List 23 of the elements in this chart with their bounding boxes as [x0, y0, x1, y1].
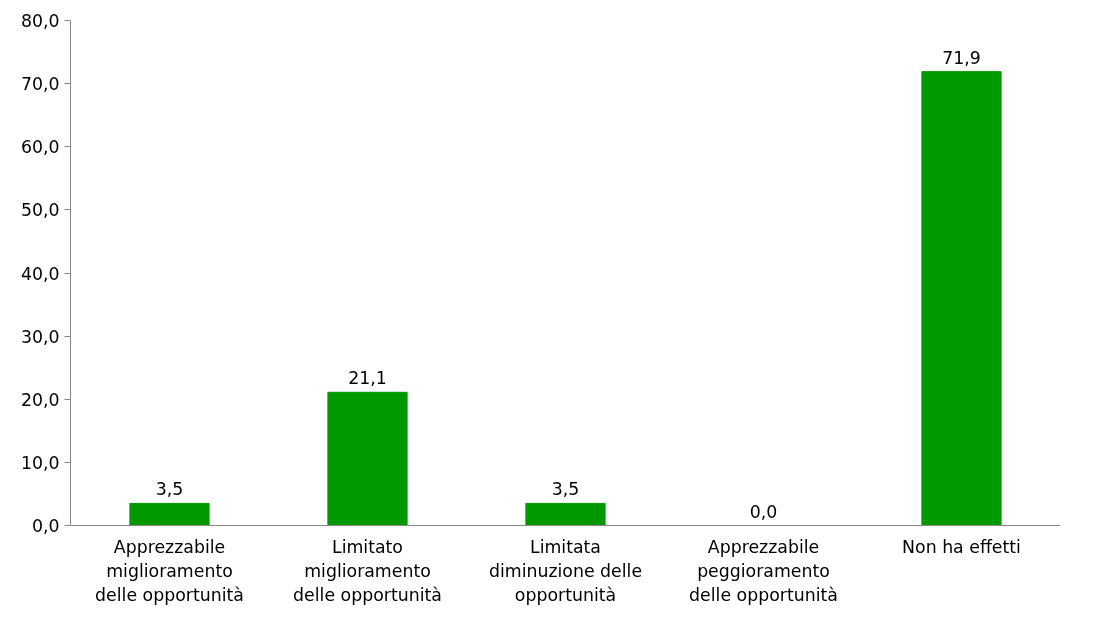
- y-tick-label: 50,0: [20, 200, 60, 221]
- y-tick-label: 60,0: [20, 137, 60, 158]
- x-tick-label: Apprezzabile miglioramento delle opportunità: [95, 536, 244, 605]
- bar: [921, 71, 1002, 526]
- bar: [327, 391, 408, 526]
- data-label: 0,0: [749, 501, 778, 522]
- y-tick-label: 70,0: [20, 74, 60, 95]
- y-tick-label: 10,0: [20, 452, 60, 473]
- y-tick-label: 80,0: [20, 11, 60, 31]
- bar: [525, 502, 606, 526]
- x-tick-label: Non ha effetti: [902, 536, 1021, 557]
- bar: [129, 502, 210, 526]
- x-tick-label: Apprezzabile peggioramento delle opportunità: [689, 536, 838, 605]
- data-label: 71,9: [942, 47, 981, 68]
- x-tick-label: Limitata diminuzione delle opportunità: [488, 536, 643, 605]
- y-tick-label: 40,0: [20, 263, 60, 284]
- x-tick-label: Limitato miglioramento delle opportunità: [293, 536, 442, 605]
- y-tick-label: 30,0: [20, 326, 60, 347]
- data-label: 21,1: [348, 368, 387, 389]
- y-tick-label: 0,0: [31, 516, 60, 536]
- y-tick-label: 20,0: [20, 389, 60, 410]
- data-label: 3,5: [155, 479, 184, 500]
- data-label: 3,5: [551, 479, 580, 500]
